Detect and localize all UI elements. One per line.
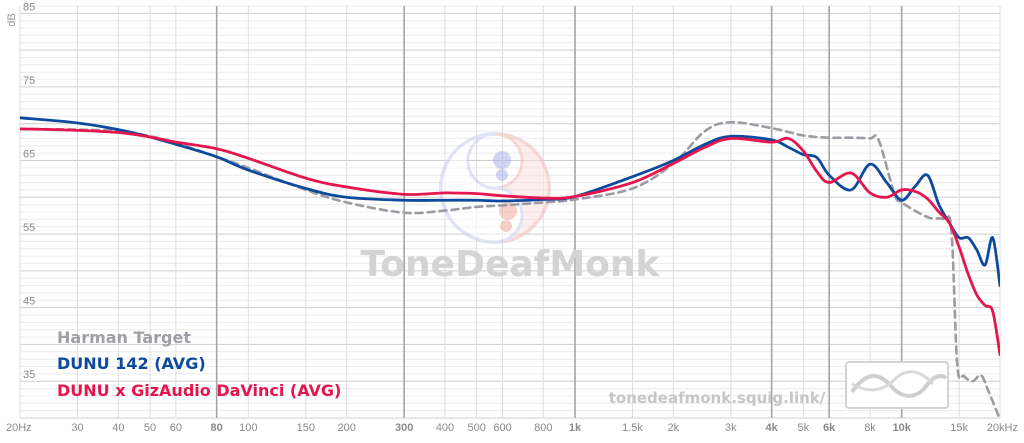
y-tick-45: 45: [23, 296, 35, 308]
y-tick-labels: 85 75 65 55 45 35: [23, 1, 35, 381]
y-axis-label: dB: [6, 13, 18, 26]
y-tick-55: 55: [23, 222, 35, 234]
y-tick-35: 35: [23, 369, 35, 381]
x-tick-labels: 20Hz 30 40 50 60 80 100 150 200 300 400 500 600 800 1k…: [6, 422, 1018, 434]
y-tick-85: 85: [23, 1, 35, 13]
x-tick-200: 200: [337, 422, 355, 434]
x-tick-60: 60: [170, 422, 182, 434]
x-tick-20khz: 20kHz: [987, 422, 1018, 434]
x-tick-1k: 1k: [569, 422, 582, 434]
watermark-name: ToneDeafMonk: [361, 244, 661, 285]
x-tick-50: 50: [144, 422, 156, 434]
legend-item-dunu-davinci[interactable]: DUNU x GizAudio DaVinci (AVG): [57, 381, 341, 400]
x-tick-800: 800: [534, 422, 552, 434]
monk-logo: [439, 132, 551, 244]
x-tick-400: 400: [436, 422, 454, 434]
series-layer: [20, 116, 1000, 419]
x-tick-5k: 5k: [798, 422, 810, 434]
x-tick-600: 600: [493, 422, 511, 434]
x-tick-100: 100: [239, 422, 257, 434]
x-tick-500: 500: [467, 422, 485, 434]
y-tick-65: 65: [23, 149, 35, 161]
x-tick-15k: 15k: [950, 422, 968, 434]
series-line-harman-target[interactable]: [20, 120, 1000, 419]
x-tick-20hz: 20Hz: [6, 422, 32, 434]
x-tick-3k: 3k: [725, 422, 737, 434]
vertical-gridlines: [19, 6, 1001, 418]
legend-item-dunu-142[interactable]: DUNU 142 (AVG): [57, 354, 206, 373]
y-tick-75: 75: [23, 75, 35, 87]
watermark-url: tonedeafmonk.squig.link/: [609, 389, 826, 407]
watermark: ToneDeafMonk tonedeafmonk.squig.link/: [361, 132, 949, 409]
x-tick-150: 150: [297, 422, 315, 434]
x-tick-10k: 10k: [892, 422, 911, 434]
legend: Harman Target DUNU 142 (AVG) DUNU x GizA…: [57, 328, 341, 400]
x-tick-4k: 4k: [766, 422, 779, 434]
x-tick-8k: 8k: [864, 422, 876, 434]
x-tick-300: 300: [395, 422, 413, 434]
x-tick-80: 80: [211, 422, 223, 434]
series-line-dunu-x-gizaudio-davinci-avg[interactable]: [20, 127, 1000, 357]
squig-logo-icon: [845, 361, 949, 409]
legend-item-harman-target[interactable]: Harman Target: [57, 328, 191, 347]
x-tick-6k: 6k: [823, 422, 836, 434]
x-tick-2k: 2k: [668, 422, 680, 434]
x-tick-30: 30: [71, 422, 83, 434]
x-tick-1-5k: 1.5k: [622, 422, 643, 434]
x-tick-40: 40: [112, 422, 124, 434]
